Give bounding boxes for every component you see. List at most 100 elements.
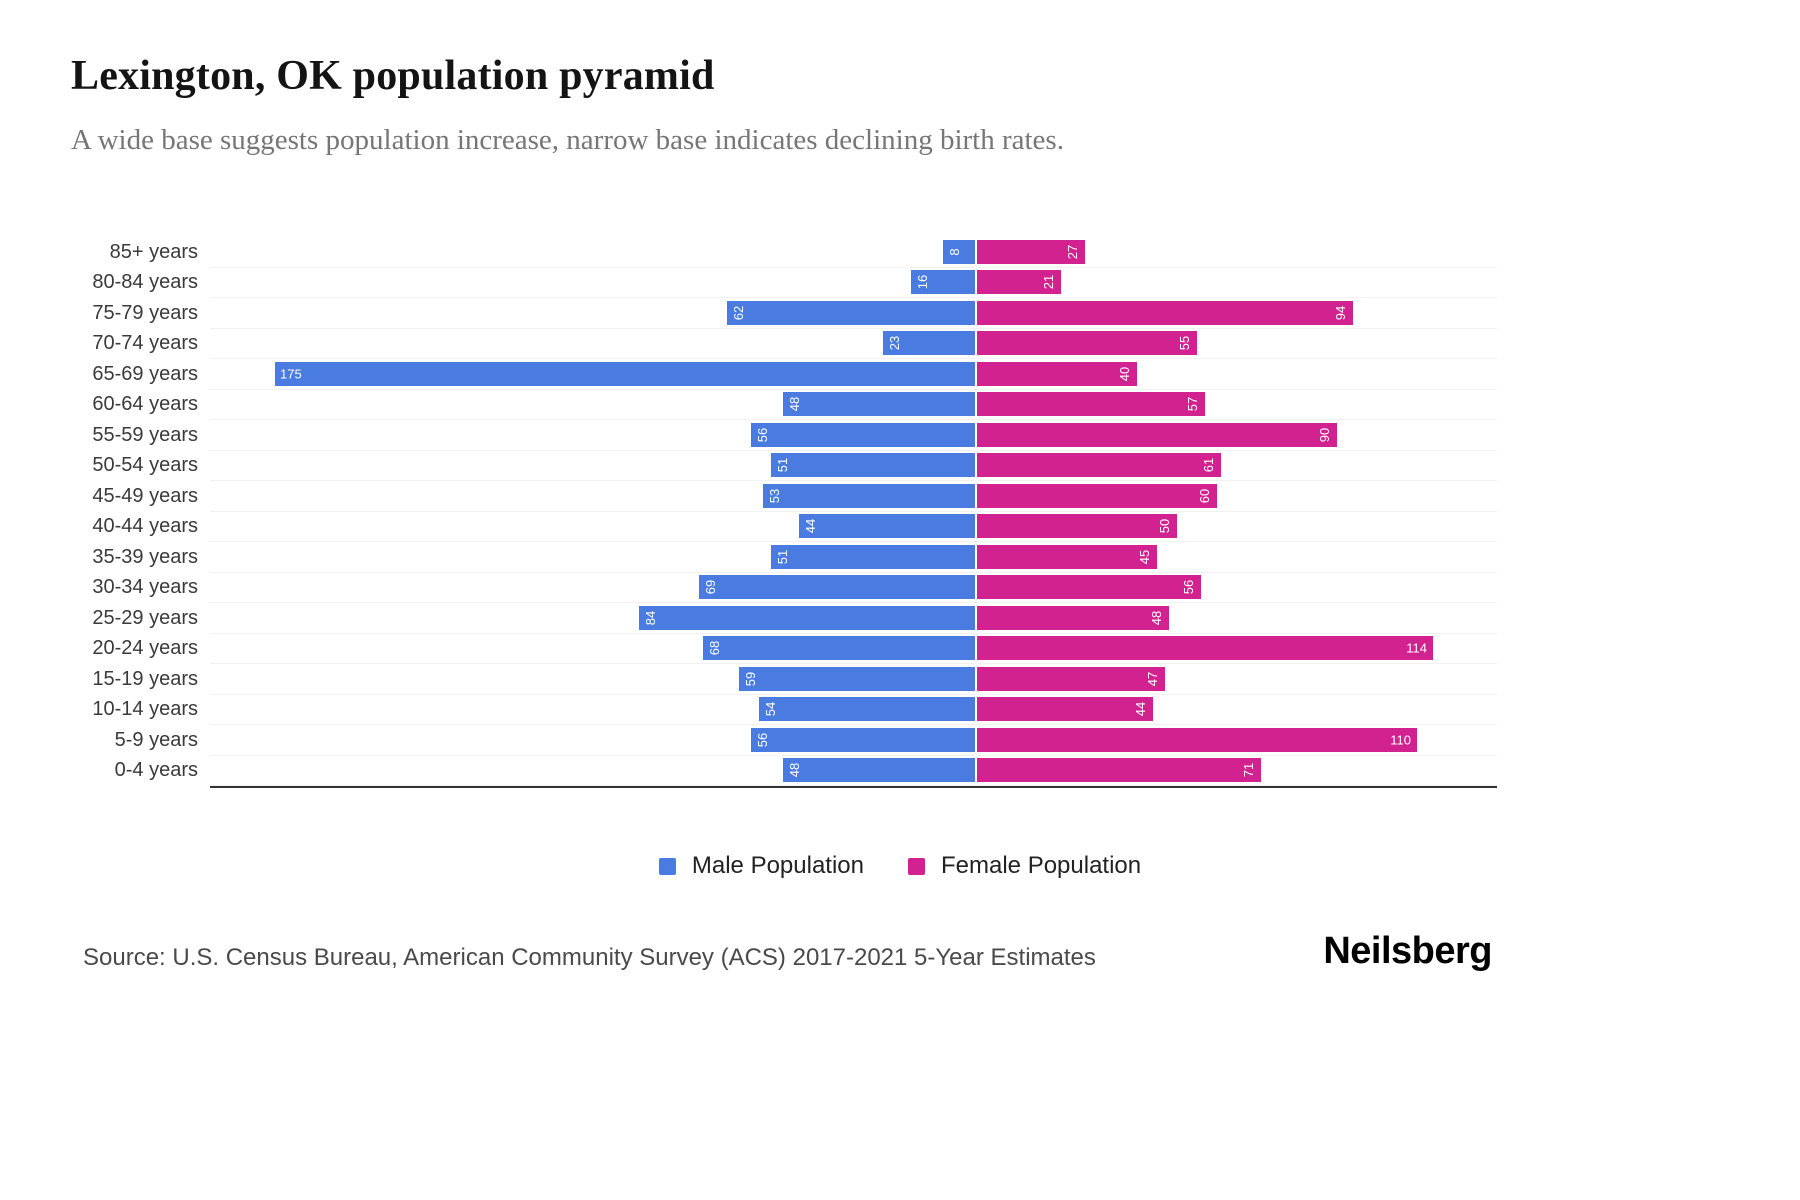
- legend-label-female: Female Population: [941, 852, 1142, 879]
- female-value-label: 50: [1157, 519, 1172, 534]
- male-value-label: 68: [707, 641, 722, 656]
- age-label: 60-64 years: [92, 393, 198, 416]
- male-value-label: 69: [703, 580, 718, 595]
- age-label: 0-4 years: [114, 759, 198, 782]
- chart-row: 20-24 years 68 114: [0, 634, 1800, 664]
- legend-item-male[interactable]: Male Population: [658, 852, 864, 880]
- male-value-label: 84: [643, 610, 658, 625]
- male-bar[interactable]: 23: [883, 331, 975, 356]
- male-value-label: 23: [887, 336, 902, 351]
- male-bar[interactable]: 51: [771, 544, 975, 569]
- age-label: 35-39 years: [92, 545, 198, 568]
- plot-area: 54 44: [210, 695, 1497, 725]
- male-value-label: 59: [743, 671, 758, 686]
- plot-area: 51 45: [210, 542, 1497, 573]
- female-bar[interactable]: 110: [977, 727, 1417, 752]
- male-bar[interactable]: 44: [799, 514, 975, 539]
- chart-row: 15-19 years 59 47: [0, 664, 1800, 695]
- female-value-label: 114: [1406, 640, 1427, 656]
- chart-header: Lexington, OK population pyramid A wide …: [71, 52, 1571, 157]
- female-bar[interactable]: 57: [977, 392, 1205, 417]
- female-bar[interactable]: 90: [977, 422, 1337, 447]
- chart-row: 5-9 years 56 110: [0, 725, 1800, 756]
- male-value-label: 48: [787, 763, 802, 778]
- male-value-label: 56: [755, 732, 770, 747]
- chart-row: 55-59 years 56 90: [0, 420, 1800, 451]
- male-value-label: 54: [763, 702, 778, 717]
- pyramid-chart: 85+ years 8 27 80-84 years 16 21 75-79 years 62…: [0, 237, 1800, 788]
- chart-row: 80-84 years 16 21: [0, 268, 1800, 298]
- plot-area: 56 110: [210, 725, 1497, 756]
- female-value-label: 110: [1390, 732, 1411, 748]
- chart-row: 75-79 years 62 94: [0, 298, 1800, 329]
- legend-label-male: Male Population: [691, 852, 864, 879]
- male-value-label: 51: [775, 549, 790, 564]
- female-bar[interactable]: 56: [977, 575, 1201, 600]
- chart-row: 10-14 years 54 44: [0, 695, 1800, 725]
- female-value-label: 45: [1137, 549, 1152, 564]
- page-subtitle: A wide base suggests population increase…: [71, 124, 1064, 156]
- male-bar[interactable]: 62: [727, 300, 975, 325]
- male-bar[interactable]: 48: [783, 758, 975, 783]
- age-label: 80-84 years: [92, 271, 198, 294]
- female-value-label: 44: [1133, 702, 1148, 717]
- female-bar[interactable]: 44: [977, 697, 1153, 722]
- male-bar[interactable]: 56: [751, 727, 975, 752]
- male-bar[interactable]: 48: [783, 392, 975, 417]
- male-bar[interactable]: 54: [759, 697, 975, 722]
- chart-row: 45-49 years 53 60: [0, 481, 1800, 512]
- female-bar[interactable]: 61: [977, 453, 1221, 478]
- age-label: 85+ years: [109, 240, 198, 263]
- male-value-label: 44: [803, 519, 818, 534]
- legend: Male Population Female Population: [0, 852, 1800, 880]
- female-bar[interactable]: 47: [977, 666, 1165, 691]
- female-value-label: 71: [1241, 763, 1256, 778]
- chart-row: 50-54 years 51 61: [0, 451, 1800, 481]
- male-bar[interactable]: 84: [639, 605, 975, 630]
- female-bar[interactable]: 21: [977, 270, 1061, 295]
- female-bar[interactable]: 48: [977, 605, 1169, 630]
- male-bar[interactable]: 16: [911, 270, 975, 295]
- male-bar[interactable]: 69: [699, 575, 975, 600]
- age-label: 10-14 years: [92, 698, 198, 721]
- male-bar[interactable]: 53: [763, 483, 975, 508]
- male-bar[interactable]: 51: [771, 453, 975, 478]
- female-bar[interactable]: 27: [977, 239, 1085, 264]
- female-bar[interactable]: 40: [977, 361, 1137, 386]
- age-label: 70-74 years: [92, 332, 198, 355]
- plot-area: 62 94: [210, 298, 1497, 329]
- plot-area: 16 21: [210, 268, 1497, 298]
- male-bar[interactable]: 8: [943, 239, 975, 264]
- chart-row: 85+ years 8 27: [0, 237, 1800, 268]
- female-value-label: 56: [1181, 580, 1196, 595]
- male-bar[interactable]: 68: [703, 636, 975, 661]
- male-bar[interactable]: 175: [275, 361, 975, 386]
- plot-area: 53 60: [210, 481, 1497, 512]
- male-value-label: 51: [775, 458, 790, 473]
- female-value-label: 40: [1117, 366, 1132, 381]
- plot-area: 56 90: [210, 420, 1497, 451]
- female-bar[interactable]: 55: [977, 331, 1197, 356]
- female-bar[interactable]: 50: [977, 514, 1177, 539]
- age-label: 25-29 years: [92, 606, 198, 629]
- female-value-label: 21: [1041, 275, 1056, 290]
- female-bar[interactable]: 60: [977, 483, 1217, 508]
- female-bar[interactable]: 45: [977, 544, 1157, 569]
- female-bar[interactable]: 94: [977, 300, 1353, 325]
- source-text: Source: U.S. Census Bureau, American Com…: [83, 944, 1096, 971]
- legend-item-female[interactable]: Female Population: [908, 852, 1141, 880]
- female-bar[interactable]: 114: [977, 636, 1433, 661]
- plot-area: 48 57: [210, 390, 1497, 420]
- female-bar[interactable]: 71: [977, 758, 1261, 783]
- chart-row: 0-4 years 48 71: [0, 756, 1800, 786]
- age-label: 30-34 years: [92, 576, 198, 599]
- plot-area: 84 48: [210, 603, 1497, 634]
- female-value-label: 27: [1065, 244, 1080, 259]
- male-value-label: 53: [767, 488, 782, 503]
- female-value-label: 60: [1197, 488, 1212, 503]
- neilsberg-logo: Neilsberg: [1323, 930, 1492, 972]
- male-bar[interactable]: 56: [751, 422, 975, 447]
- male-bar[interactable]: 59: [739, 666, 975, 691]
- age-label: 20-24 years: [92, 637, 198, 660]
